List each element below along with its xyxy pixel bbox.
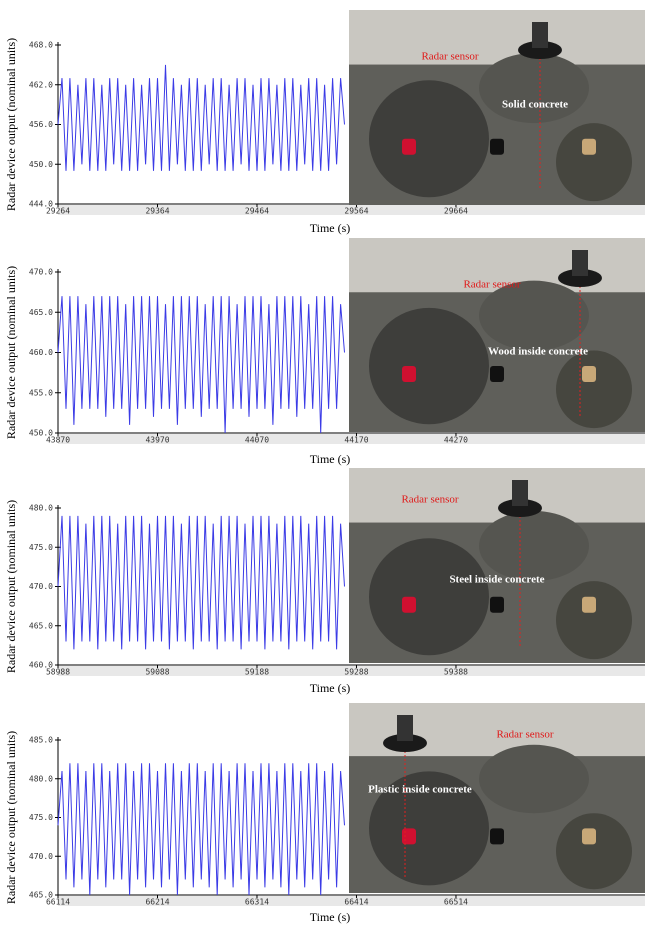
x-tick-label: 44070 xyxy=(245,436,269,445)
y-axis-title: Radar device output (nominal units) xyxy=(4,500,18,673)
patch xyxy=(479,281,589,351)
y-tick-label: 460.0 xyxy=(29,348,53,357)
y-axis-title: Radar device output (nominal units) xyxy=(4,266,18,439)
sensor-body xyxy=(512,480,528,506)
embedded-object xyxy=(582,597,596,613)
x-axis-title: Time (s) xyxy=(310,221,351,235)
x-axis-title: Time (s) xyxy=(310,681,351,695)
patch xyxy=(479,53,589,123)
signal-line xyxy=(58,296,345,433)
material-label: Steel inside concrete xyxy=(449,574,544,586)
x-tick-label: 66314 xyxy=(245,898,269,907)
embedded-object xyxy=(402,597,416,613)
material-label: Solid concrete xyxy=(502,99,568,111)
patch xyxy=(479,745,589,813)
patch xyxy=(369,538,489,655)
sensor-label: Radar sensor xyxy=(401,494,458,506)
embedded-object xyxy=(402,139,416,155)
embedded-object xyxy=(490,366,504,382)
x-tick-label: 66514 xyxy=(444,898,468,907)
x-tick-label: 29664 xyxy=(444,207,468,216)
patch xyxy=(556,123,632,201)
y-tick-label: 455.0 xyxy=(29,388,53,397)
y-tick-label: 470.0 xyxy=(29,268,53,277)
y-tick-label: 485.0 xyxy=(29,736,53,745)
concrete-top xyxy=(349,468,645,523)
y-tick-label: 480.0 xyxy=(29,774,53,783)
x-tick-label: 29564 xyxy=(344,207,368,216)
y-tick-label: 462.0 xyxy=(29,80,53,89)
y-tick-label: 465.0 xyxy=(29,308,53,317)
x-tick-label: 66414 xyxy=(344,898,368,907)
x-tick-label: 59288 xyxy=(344,668,368,677)
embedded-object xyxy=(582,139,596,155)
x-tick-label: 59188 xyxy=(245,668,269,677)
embedded-object xyxy=(402,366,416,382)
sensor-label: Radar sensor xyxy=(463,279,520,291)
sensor-body xyxy=(572,250,588,276)
embedded-object xyxy=(582,366,596,382)
x-tick-label: 29364 xyxy=(145,207,169,216)
y-tick-label: 450.0 xyxy=(29,160,53,169)
y-tick-label: 470.0 xyxy=(29,582,53,591)
y-axis-title: Radar device output (nominal units) xyxy=(4,38,18,211)
x-tick-label: 59388 xyxy=(444,668,468,677)
y-tick-label: 456.0 xyxy=(29,120,53,129)
embedded-object xyxy=(582,828,596,844)
sensor-body xyxy=(532,22,548,48)
sensor-body xyxy=(397,715,413,741)
patch xyxy=(556,813,632,889)
patch xyxy=(556,351,632,429)
y-tick-label: 475.0 xyxy=(29,813,53,822)
patch xyxy=(479,511,589,581)
x-tick-label: 66214 xyxy=(145,898,169,907)
sensor-label: Radar sensor xyxy=(421,51,478,63)
embedded-object xyxy=(490,597,504,613)
y-tick-label: 444.0 xyxy=(29,200,53,209)
figure: 2926429364294642956429664444.0450.0456.0… xyxy=(0,0,645,926)
x-tick-label: 43970 xyxy=(145,436,169,445)
y-tick-label: 465.0 xyxy=(29,891,53,900)
material-label: Plastic inside concrete xyxy=(368,784,472,796)
y-tick-label: 480.0 xyxy=(29,504,53,513)
y-tick-label: 468.0 xyxy=(29,41,53,50)
patch xyxy=(556,581,632,659)
embedded-object xyxy=(490,828,504,844)
embedded-object xyxy=(490,139,504,155)
concrete-top xyxy=(349,10,645,65)
x-axis-title: Time (s) xyxy=(310,452,351,466)
material-label: Wood inside concrete xyxy=(488,346,588,358)
embedded-object xyxy=(402,828,416,844)
y-axis-title: Radar device output (nominal units) xyxy=(4,731,18,904)
y-tick-label: 460.0 xyxy=(29,661,53,670)
y-tick-label: 475.0 xyxy=(29,543,53,552)
signal-line xyxy=(58,763,345,895)
x-tick-label: 44270 xyxy=(444,436,468,445)
signal-line xyxy=(58,65,345,171)
x-tick-label: 44170 xyxy=(344,436,368,445)
x-tick-label: 29464 xyxy=(245,207,269,216)
x-axis-title: Time (s) xyxy=(310,910,351,924)
y-tick-label: 450.0 xyxy=(29,429,53,438)
y-tick-label: 465.0 xyxy=(29,621,53,630)
patch xyxy=(369,80,489,197)
y-tick-label: 470.0 xyxy=(29,852,53,861)
patch xyxy=(369,308,489,424)
sensor-label: Radar sensor xyxy=(496,729,553,741)
x-tick-label: 59088 xyxy=(145,668,169,677)
signal-line xyxy=(58,516,345,649)
